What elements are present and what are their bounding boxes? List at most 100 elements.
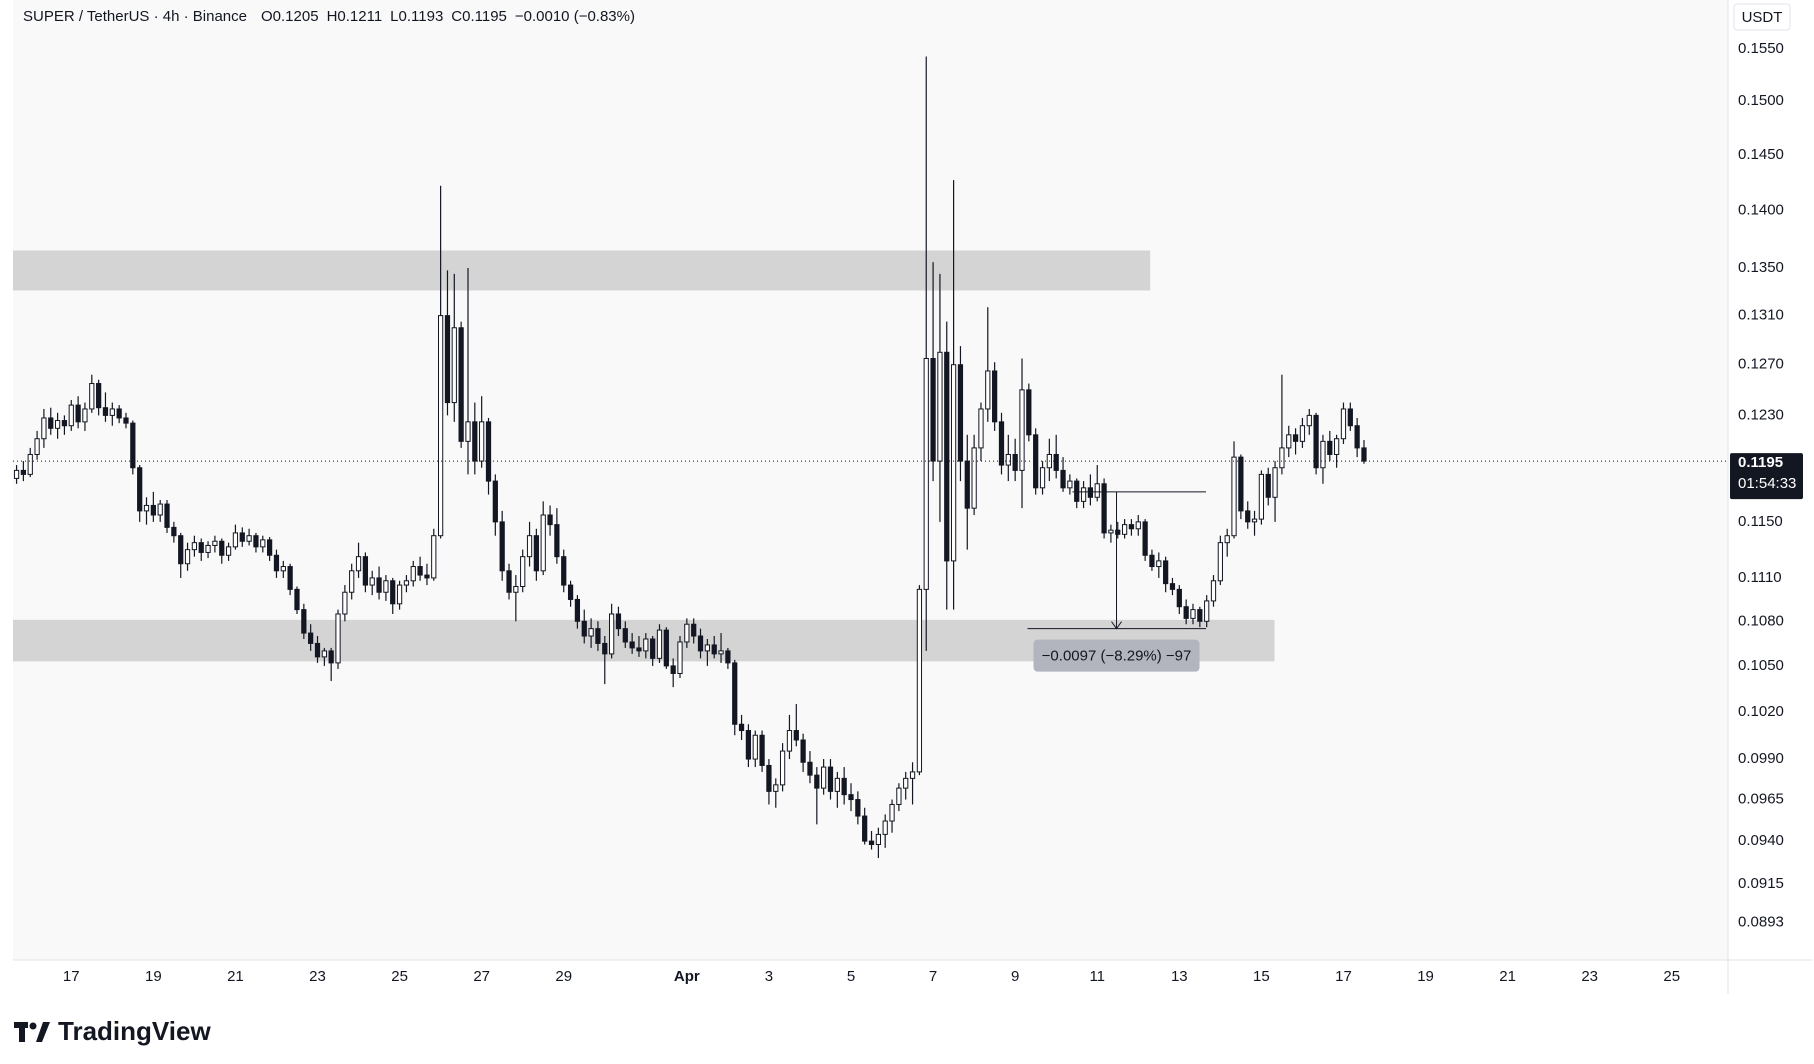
candle-body [75, 404, 81, 423]
candle-body [1251, 518, 1258, 523]
time-axis-background [13, 960, 1728, 994]
candle-body [732, 662, 738, 725]
candle-body [1238, 456, 1244, 512]
plot-layer: −0.0097 (−8.29%) −97 [13, 56, 1728, 859]
candle-body [205, 544, 211, 553]
candle-body [1197, 609, 1203, 622]
currency-box[interactable] [1733, 3, 1791, 31]
y-tick-label: 0.1550 [1738, 40, 1784, 57]
candle-body [143, 504, 150, 512]
candle-body [691, 623, 697, 637]
x-tick-label: 17 [1335, 968, 1352, 985]
x-tick-label: 17 [63, 968, 80, 985]
candle-body [109, 408, 115, 416]
candle-body [157, 503, 163, 516]
candle-body [273, 554, 280, 572]
candle-body [711, 644, 717, 655]
y-tick-label: 0.1450 [1738, 146, 1784, 163]
candle-body [301, 609, 307, 634]
candle-body [27, 453, 33, 475]
candle-body [1163, 560, 1169, 585]
y-tick-label: 0.1080 [1738, 612, 1784, 629]
candle-body [123, 417, 129, 424]
candle-body [882, 820, 888, 835]
candle-body [656, 629, 663, 659]
candle-body [1258, 473, 1265, 520]
candle-body [643, 638, 649, 652]
x-tick-label: 23 [1581, 968, 1598, 985]
candle-body [540, 514, 546, 572]
y-tick-label: 0.1350 [1738, 259, 1784, 276]
x-tick-label: 21 [1499, 968, 1516, 985]
candle-body [321, 650, 327, 658]
x-tick-label: 23 [309, 968, 326, 985]
candle-body [827, 766, 834, 792]
candle-body [1279, 447, 1285, 469]
candle-body [841, 777, 847, 796]
candle-body [875, 833, 881, 845]
legend-label: C [451, 8, 462, 25]
candle-body [431, 535, 437, 579]
candle-body [1217, 542, 1223, 582]
candle-body [581, 620, 587, 637]
candle-body [1299, 425, 1306, 442]
candle-body [492, 480, 498, 523]
candle-body [766, 764, 772, 792]
candle-body [506, 570, 512, 593]
candle-body [1231, 456, 1237, 537]
candle-body [308, 632, 314, 644]
y-tick-label: 0.0965 [1738, 791, 1784, 808]
currency-label[interactable]: USDT [1742, 9, 1783, 26]
legend-value: 0.1211 [337, 8, 382, 25]
candle-body [1340, 408, 1347, 440]
candle-body [198, 542, 204, 553]
candle-body [821, 766, 827, 789]
candle-body [834, 777, 840, 792]
candle-body [684, 623, 690, 643]
brand-logo: TradingView [14, 1016, 211, 1046]
candle-body [191, 542, 198, 551]
legend-label: L [390, 8, 398, 25]
x-tick-label: 27 [473, 968, 490, 985]
candle-body [499, 521, 505, 572]
candle-body [1347, 408, 1353, 427]
candle-body [1135, 521, 1141, 530]
y-tick-label: 0.1050 [1738, 657, 1784, 674]
candle-body [896, 787, 902, 805]
candle-body [561, 556, 567, 586]
candle-body [1286, 434, 1292, 449]
candle-body [1313, 414, 1319, 469]
candle-body [663, 629, 669, 667]
candle-body [1060, 469, 1066, 489]
candle-body [889, 803, 895, 822]
x-tick-label: 15 [1253, 968, 1270, 985]
candle-body [547, 514, 553, 526]
candle-body [1115, 529, 1121, 535]
candle-body [451, 327, 457, 404]
candle-body [916, 588, 923, 773]
y-tick-label: 0.0990 [1738, 750, 1784, 767]
x-tick-label: 19 [1417, 968, 1434, 985]
candle-body [944, 351, 950, 562]
candle-body [704, 644, 710, 652]
x-tick-label: 3 [765, 968, 773, 985]
candle-body [89, 383, 95, 410]
candle-body [239, 532, 245, 542]
candle-body [588, 628, 594, 637]
candle-body [1354, 425, 1360, 449]
candle-body [738, 723, 745, 732]
y-tick-label: 0.1400 [1738, 201, 1784, 218]
candle-body [985, 370, 991, 410]
candle-body [759, 734, 765, 766]
candle-body [376, 577, 382, 593]
candle-body [1245, 510, 1251, 523]
candle-body [150, 504, 156, 516]
candle-body [725, 650, 731, 664]
candle-body [855, 799, 861, 817]
legend-label: H [327, 8, 338, 25]
measure-label-box [1033, 639, 1200, 672]
candle-body [34, 438, 40, 455]
y-tick-label: 0.0893 [1738, 913, 1784, 930]
candle-body [718, 650, 724, 655]
x-tick-label: 29 [555, 968, 572, 985]
